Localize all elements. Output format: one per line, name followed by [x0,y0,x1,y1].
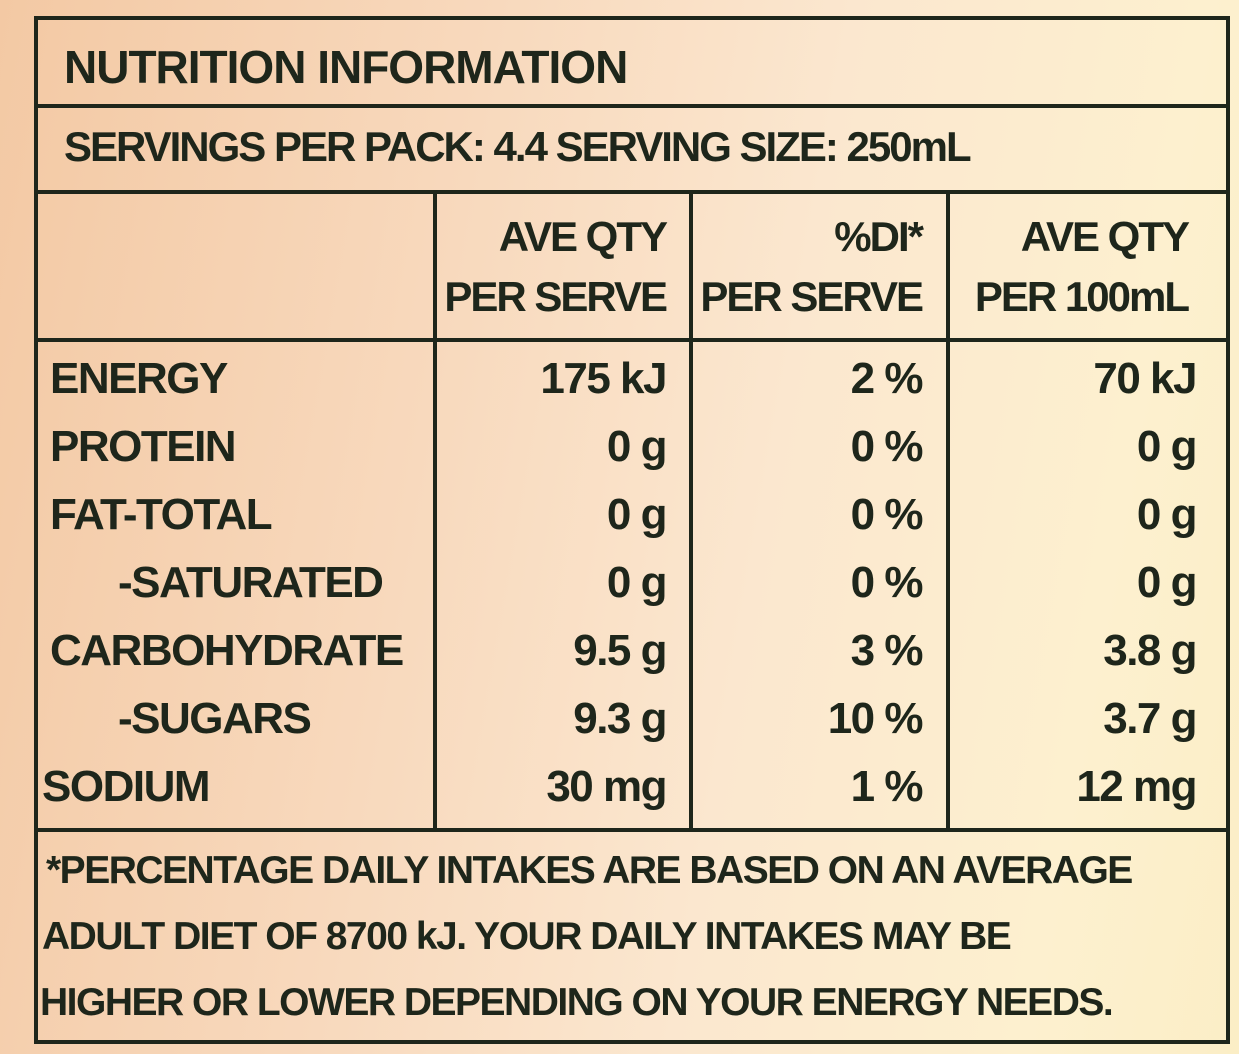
nutrient-name: ENERGY [50,354,228,403]
value-per-serve: 9.5 g [573,626,667,675]
header-per-serve-2: PER SERVE [444,273,668,320]
value-per-100ml: 12 mg [1076,762,1197,811]
divider [38,190,1226,194]
value-di: 0 % [850,422,924,471]
value-di: 3 % [850,626,924,675]
nutrient-name: PROTEIN [50,422,237,471]
header-di-2: PER SERVE [700,273,924,320]
value-di: 10 % [827,694,924,743]
divider [38,338,1226,342]
value-di: 0 % [850,490,924,539]
value-per-serve: 0 g [606,558,668,607]
value-per-100ml: 0 g [1136,490,1198,539]
nutrient-name: SODIUM [42,762,211,811]
value-di: 0 % [850,558,924,607]
nutrition-panel: NUTRITION INFORMATION SERVINGS PER PACK:… [34,16,1230,1044]
servings-info: SERVINGS PER PACK: 4.4 SERVING SIZE: 250… [64,123,972,170]
nutrient-name: -SATURATED [118,558,384,607]
value-per-serve: 9.3 g [573,694,667,743]
divider [38,104,1226,108]
nutrient-name: CARBOHYDRATE [50,626,404,675]
footnote-line: ADULT DIET OF 8700 kJ. YOUR DAILY INTAKE… [42,915,1012,958]
value-per-100ml: 3.8 g [1103,626,1197,675]
divider [38,828,1226,832]
panel-title: NUTRITION INFORMATION [64,41,628,93]
header-di-1: %DI* [834,213,924,260]
footnote-line: HIGHER OR LOWER DEPENDING ON YOUR ENERGY… [40,981,1114,1024]
value-per-serve: 0 g [606,422,668,471]
value-per-serve: 175 kJ [540,354,667,403]
value-per-serve: 0 g [606,490,668,539]
header-per-100ml-2: PER 100mL [974,273,1190,320]
header-per-100ml-1: AVE QTY [1020,213,1190,260]
nutrient-name: FAT-TOTAL [50,490,273,539]
nutrient-name: -SUGARS [118,694,312,743]
value-per-100ml: 0 g [1136,558,1198,607]
value-per-serve: 30 mg [546,762,667,811]
header-per-serve-1: AVE QTY [498,213,668,260]
footnote-line: *PERCENTAGE DAILY INTAKES ARE BASED ON A… [46,849,1133,892]
value-per-100ml: 70 kJ [1093,354,1197,403]
value-di: 1 % [850,762,924,811]
value-per-100ml: 0 g [1136,422,1198,471]
value-per-100ml: 3.7 g [1103,694,1197,743]
column-divider [946,192,950,828]
column-divider [689,192,693,828]
column-divider [433,192,437,828]
value-di: 2 % [850,354,924,403]
